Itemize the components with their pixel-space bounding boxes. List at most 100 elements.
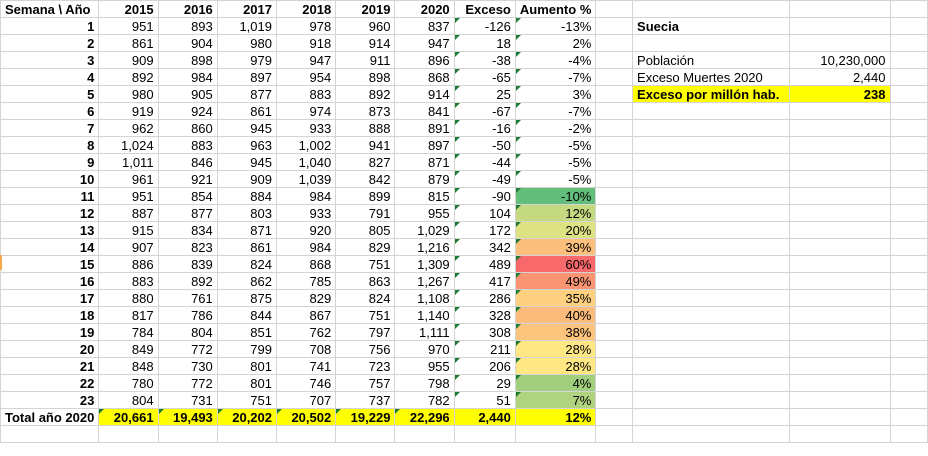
year-value[interactable]: 893 xyxy=(157,17,218,35)
empty-cell[interactable] xyxy=(595,119,634,137)
year-value[interactable]: 951 xyxy=(98,17,159,35)
empty-cell[interactable] xyxy=(788,204,891,222)
empty-cell[interactable] xyxy=(788,0,891,18)
empty-cell[interactable] xyxy=(889,0,928,18)
year-value[interactable]: 897 xyxy=(216,68,278,86)
exceso-value[interactable]: 206 xyxy=(453,357,516,375)
year-value[interactable]: 861 xyxy=(216,102,278,120)
empty-cell[interactable] xyxy=(889,221,928,239)
header-2015[interactable]: 2015 xyxy=(98,0,159,18)
year-value[interactable]: 918 xyxy=(275,34,337,52)
aumento-value[interactable]: -13% xyxy=(514,17,597,35)
year-value[interactable]: 984 xyxy=(275,238,337,256)
year-value[interactable]: 907 xyxy=(98,238,159,256)
empty-cell[interactable] xyxy=(788,119,891,137)
year-value[interactable]: 861 xyxy=(216,238,278,256)
empty-cell[interactable] xyxy=(632,374,790,392)
year-value[interactable]: 780 xyxy=(98,374,159,392)
year-value[interactable]: 984 xyxy=(275,187,337,205)
aumento-value[interactable]: -2% xyxy=(514,119,597,137)
aumento-value[interactable]: -5% xyxy=(514,136,597,154)
exceso-muertes-value[interactable]: 2,440 xyxy=(788,68,891,86)
year-value[interactable]: 880 xyxy=(98,289,159,307)
aumento-value[interactable]: 12% xyxy=(514,204,597,222)
year-value[interactable]: 797 xyxy=(335,323,396,341)
empty-cell[interactable] xyxy=(788,34,891,52)
year-value[interactable]: 897 xyxy=(394,136,455,154)
year-value[interactable]: 871 xyxy=(216,221,278,239)
week-label[interactable]: 16 xyxy=(0,272,100,290)
year-value[interactable]: 860 xyxy=(157,119,218,137)
week-label[interactable]: 18 xyxy=(0,306,100,324)
year-value[interactable]: 945 xyxy=(216,153,278,171)
empty-cell[interactable] xyxy=(889,238,928,256)
empty-cell[interactable] xyxy=(595,204,634,222)
year-value[interactable]: 854 xyxy=(157,187,218,205)
exceso-por-millon-value[interactable]: 238 xyxy=(788,85,891,103)
empty-cell[interactable] xyxy=(595,272,634,290)
empty-cell[interactable] xyxy=(632,255,790,273)
empty-cell[interactable] xyxy=(595,51,634,69)
empty-cell[interactable] xyxy=(889,119,928,137)
year-value[interactable]: 947 xyxy=(275,51,337,69)
exceso-value[interactable]: 328 xyxy=(453,306,516,324)
exceso-value[interactable]: 18 xyxy=(453,34,516,52)
total-year-value[interactable]: 20,502 xyxy=(275,408,337,426)
aumento-value[interactable]: -7% xyxy=(514,68,597,86)
aumento-value[interactable]: 60% xyxy=(514,255,597,273)
poblacion-label[interactable]: Población xyxy=(632,51,790,69)
year-value[interactable]: 741 xyxy=(275,357,337,375)
year-value[interactable]: 1,011 xyxy=(98,153,159,171)
exceso-value[interactable]: 286 xyxy=(453,289,516,307)
year-value[interactable]: 970 xyxy=(394,340,455,358)
year-value[interactable]: 730 xyxy=(157,357,218,375)
empty-cell[interactable] xyxy=(595,425,634,443)
year-value[interactable]: 737 xyxy=(335,391,396,409)
empty-cell[interactable] xyxy=(632,238,790,256)
empty-cell[interactable] xyxy=(632,153,790,171)
year-value[interactable]: 898 xyxy=(157,51,218,69)
year-value[interactable]: 834 xyxy=(157,221,218,239)
year-value[interactable]: 1,024 xyxy=(98,136,159,154)
year-value[interactable]: 955 xyxy=(394,357,455,375)
year-value[interactable]: 961 xyxy=(98,170,159,188)
year-value[interactable]: 1,140 xyxy=(394,306,455,324)
aumento-value[interactable]: 20% xyxy=(514,221,597,239)
year-value[interactable]: 933 xyxy=(275,119,337,137)
exceso-value[interactable]: -38 xyxy=(453,51,516,69)
year-value[interactable]: 824 xyxy=(216,255,278,273)
week-label[interactable]: 13 xyxy=(0,221,100,239)
year-value[interactable]: 941 xyxy=(335,136,396,154)
empty-cell[interactable] xyxy=(788,374,891,392)
year-value[interactable]: 846 xyxy=(157,153,218,171)
exceso-value[interactable]: -67 xyxy=(453,102,516,120)
aumento-value[interactable]: 39% xyxy=(514,238,597,256)
header-2017[interactable]: 2017 xyxy=(216,0,278,18)
header-2016[interactable]: 2016 xyxy=(157,0,218,18)
year-value[interactable]: 955 xyxy=(394,204,455,222)
year-value[interactable]: 883 xyxy=(157,136,218,154)
year-value[interactable]: 919 xyxy=(98,102,159,120)
year-value[interactable]: 757 xyxy=(335,374,396,392)
empty-cell[interactable] xyxy=(632,272,790,290)
year-value[interactable]: 914 xyxy=(394,85,455,103)
aumento-value[interactable]: 3% xyxy=(514,85,597,103)
empty-cell[interactable] xyxy=(275,425,337,443)
aumento-value[interactable]: -5% xyxy=(514,170,597,188)
header-2018[interactable]: 2018 xyxy=(275,0,337,18)
empty-cell[interactable] xyxy=(595,187,634,205)
empty-cell[interactable] xyxy=(889,68,928,86)
empty-cell[interactable] xyxy=(595,68,634,86)
empty-cell[interactable] xyxy=(632,0,790,18)
year-value[interactable]: 862 xyxy=(216,272,278,290)
exceso-value[interactable]: -16 xyxy=(453,119,516,137)
empty-cell[interactable] xyxy=(788,272,891,290)
exceso-value[interactable]: -65 xyxy=(453,68,516,86)
empty-cell[interactable] xyxy=(889,204,928,222)
year-value[interactable]: 915 xyxy=(98,221,159,239)
year-value[interactable]: 954 xyxy=(275,68,337,86)
year-value[interactable]: 914 xyxy=(335,34,396,52)
year-value[interactable]: 920 xyxy=(275,221,337,239)
year-value[interactable]: 904 xyxy=(157,34,218,52)
year-value[interactable]: 751 xyxy=(335,255,396,273)
